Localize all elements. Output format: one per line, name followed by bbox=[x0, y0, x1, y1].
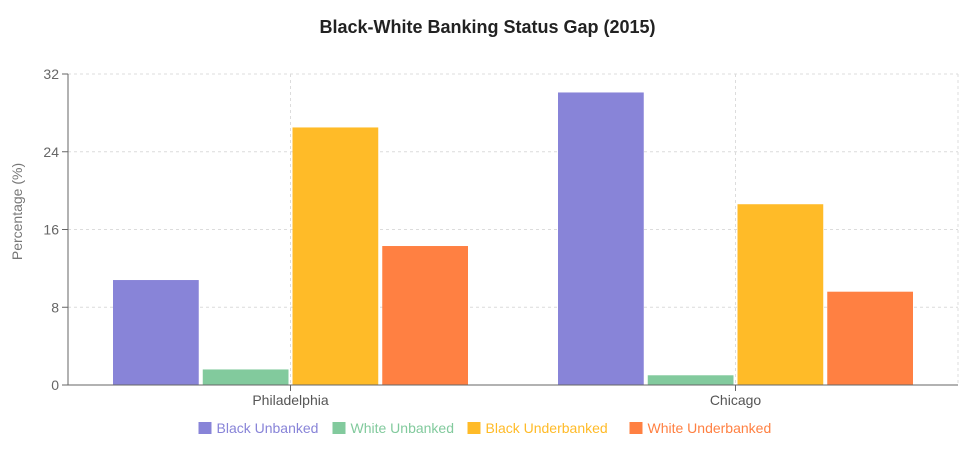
y-tick-label: 0 bbox=[51, 377, 59, 393]
bar-white-underbanked[interactable] bbox=[382, 246, 468, 385]
bar-black-unbanked[interactable] bbox=[113, 280, 199, 385]
bar-white-underbanked[interactable] bbox=[827, 291, 913, 385]
bar-white-unbanked[interactable] bbox=[647, 375, 734, 385]
legend-label[interactable]: White Unbanked bbox=[351, 420, 455, 436]
bar-black-underbanked[interactable] bbox=[737, 204, 824, 385]
y-tick-label: 24 bbox=[43, 144, 59, 160]
legend-swatch[interactable] bbox=[332, 422, 346, 434]
y-tick-label: 16 bbox=[43, 222, 59, 238]
legend-label[interactable]: Black Unbanked bbox=[217, 420, 319, 436]
legend-swatch[interactable] bbox=[467, 422, 481, 434]
legend-swatch[interactable] bbox=[629, 422, 643, 434]
legend-label[interactable]: Black Underbanked bbox=[486, 420, 608, 436]
y-tick-label: 8 bbox=[51, 299, 59, 315]
bar-black-unbanked[interactable] bbox=[558, 92, 644, 385]
x-tick-label: Chicago bbox=[710, 392, 762, 408]
y-axis-label: Percentage (%) bbox=[9, 163, 25, 260]
legend-swatch[interactable] bbox=[198, 422, 212, 434]
bar-black-underbanked[interactable] bbox=[292, 127, 379, 385]
y-tick-label: 32 bbox=[43, 66, 59, 82]
legend-label[interactable]: White Underbanked bbox=[648, 420, 772, 436]
bar-white-unbanked[interactable] bbox=[202, 369, 289, 385]
chart-title: Black-White Banking Status Gap (2015) bbox=[319, 17, 656, 37]
x-tick-label: Philadelphia bbox=[252, 392, 328, 408]
